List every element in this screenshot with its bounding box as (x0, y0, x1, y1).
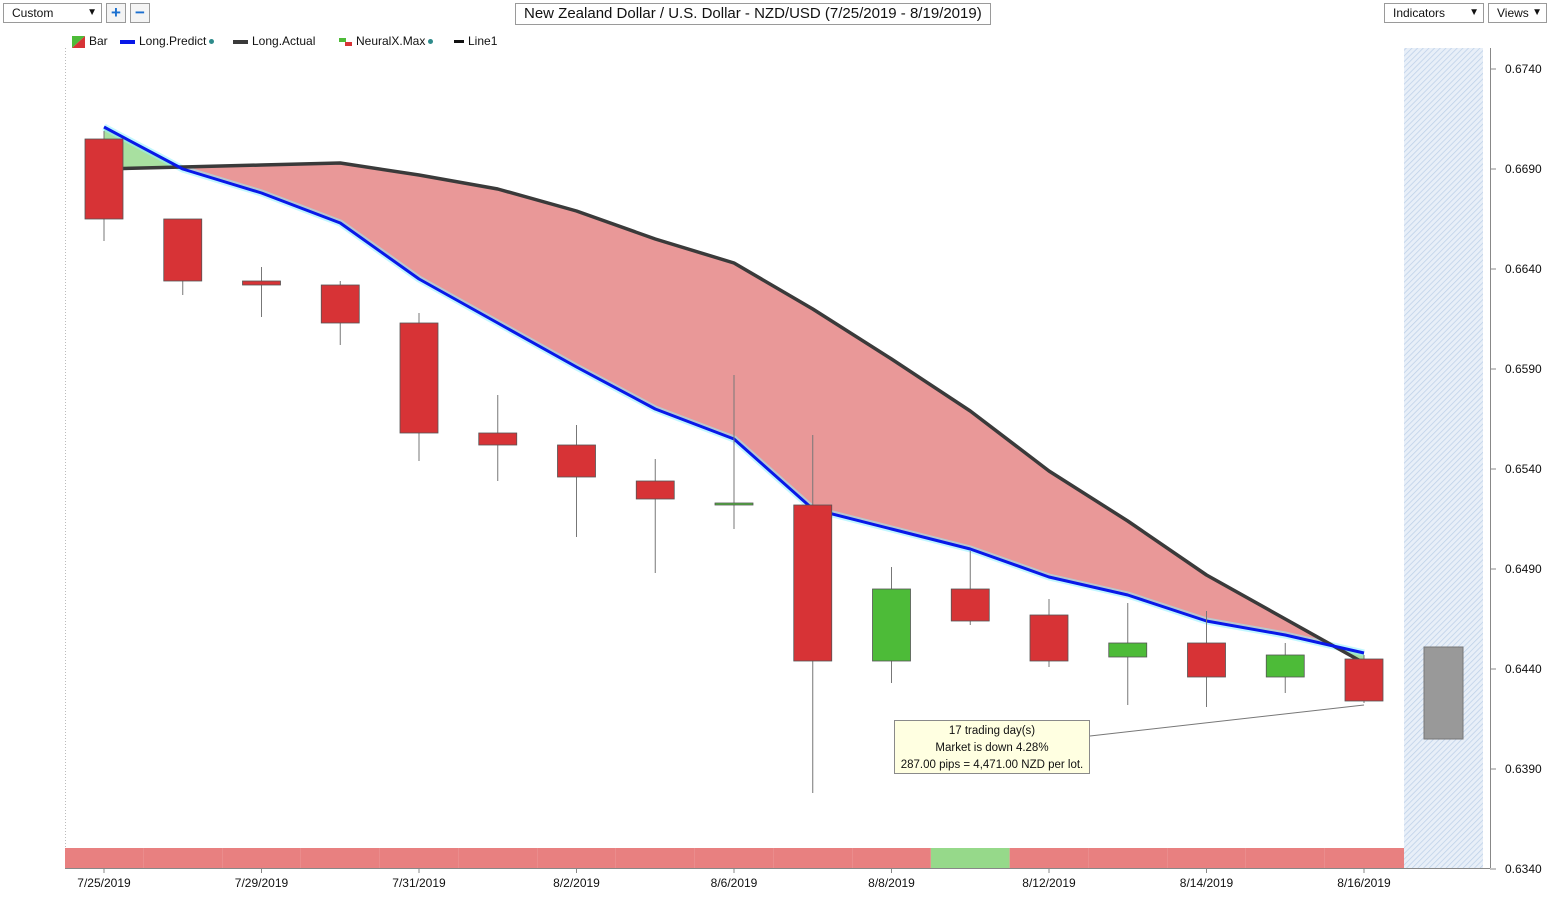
legend-label: Line1 (468, 34, 498, 48)
long-actual-line (103, 161, 1365, 665)
candle-body (1344, 658, 1384, 702)
y-tick-label: 0.6640 (1505, 262, 1542, 276)
legend-label: NeuralX.Max (356, 34, 426, 48)
x-tick-label: 7/25/2019 (77, 876, 131, 890)
x-tick-label: 8/16/2019 (1337, 876, 1391, 890)
x-tick-label: 8/6/2019 (711, 876, 758, 890)
chevron-down-icon: ▼ (87, 7, 97, 18)
mode-select-value: Custom (12, 6, 54, 20)
regime-segment (143, 848, 223, 868)
regime-segment (65, 848, 144, 868)
legend-item-line1[interactable]: Line1 (454, 33, 497, 49)
legend-item-bar[interactable]: Bar (72, 33, 108, 49)
candle-body (1187, 642, 1226, 678)
zoom-out-button[interactable]: − (130, 3, 150, 23)
future-zone (1404, 48, 1483, 868)
chart-title: New Zealand Dollar / U.S. Dollar - NZD/U… (515, 3, 991, 25)
neuralx-icon (339, 37, 352, 46)
dark-line-icon (233, 39, 248, 44)
candle-body (478, 432, 518, 446)
regime-segment (458, 848, 538, 868)
regime-segment (615, 848, 695, 868)
regime-segment (694, 848, 774, 868)
regime-segment (1167, 848, 1246, 868)
y-tick-label: 0.6440 (1505, 662, 1542, 676)
legend-label: Long.Predict (139, 34, 207, 48)
mode-select[interactable]: Custom ▼ (3, 3, 102, 23)
forecast-candle (1423, 646, 1464, 740)
legend-item-neuralx-max[interactable]: NeuralX.Max (339, 33, 434, 49)
regime-segment (1009, 848, 1089, 868)
candle-body (1029, 614, 1069, 662)
regime-segment (379, 848, 459, 868)
candle-body (872, 588, 911, 662)
x-tick-label: 7/29/2019 (235, 876, 289, 890)
candle-body (635, 480, 675, 500)
black-line-icon (454, 40, 464, 44)
y-tick-label: 0.6390 (1505, 762, 1542, 776)
regime-segment (852, 848, 931, 868)
annotation-line: 17 trading day(s) (948, 725, 1036, 737)
chevron-down-icon: ▼ (1532, 7, 1542, 18)
annotation-connector (1089, 704, 1365, 737)
regime-segment (222, 848, 301, 868)
candle-body (320, 284, 360, 324)
blue-line-icon (120, 39, 135, 44)
regime-segment (1088, 848, 1168, 868)
candle-body (557, 444, 596, 478)
regime-segment (300, 848, 380, 868)
candle-body (714, 502, 754, 506)
minus-icon: − (135, 3, 145, 22)
views-label: Views (1497, 6, 1529, 20)
candle-body (84, 138, 124, 220)
x-tick-label: 8/12/2019 (1022, 876, 1076, 890)
y-tick-label: 0.6590 (1505, 362, 1542, 376)
bear-fill-area (179, 163, 1334, 647)
bar-icon (72, 35, 85, 48)
y-tick-label: 0.6340 (1505, 862, 1542, 876)
chart-toolbar: Custom ▼ + − New Zealand Dollar / U.S. D… (0, 0, 1550, 28)
x-tick-label: 8/14/2019 (1180, 876, 1234, 890)
candle-body (793, 504, 833, 662)
regime-segment (1324, 848, 1404, 868)
zoom-in-button[interactable]: + (106, 3, 126, 23)
legend-item-long-predict[interactable]: Long.Predict (120, 33, 215, 49)
performance-annotation: 17 trading day(s) Market is down 4.28% 2… (894, 720, 1090, 774)
candle-body (950, 588, 990, 622)
candle-body (1265, 654, 1305, 678)
regime-segment (773, 848, 853, 868)
candle-body (242, 280, 281, 286)
annotation-line: 287.00 pips = 4,471.00 NZD per lot. (900, 759, 1084, 771)
legend-label: Long.Actual (252, 34, 316, 48)
x-tick-label: 7/31/2019 (392, 876, 446, 890)
candle-body (163, 218, 203, 282)
x-tick-label: 8/2/2019 (553, 876, 600, 890)
plus-icon: + (111, 3, 121, 22)
y-tick-label: 0.6740 (1505, 62, 1542, 76)
y-tick-label: 0.6490 (1505, 562, 1542, 576)
candle-body (399, 322, 439, 434)
views-dropdown[interactable]: Views ▼ (1488, 3, 1547, 23)
legend-label: Bar (89, 34, 108, 48)
regime-segment (537, 848, 616, 868)
indicators-dropdown[interactable]: Indicators ▼ (1384, 3, 1484, 23)
settings-dot-icon[interactable] (209, 39, 215, 45)
chevron-down-icon: ▼ (1469, 7, 1479, 18)
y-tick-label: 0.6540 (1505, 462, 1542, 476)
regime-segment (930, 848, 1010, 868)
candle-body (1108, 642, 1148, 658)
annotation-line: Market is down 4.28% (935, 742, 1049, 754)
legend-item-long-actual[interactable]: Long.Actual (233, 33, 315, 49)
y-tick-label: 0.6690 (1505, 162, 1542, 176)
settings-dot-icon[interactable] (428, 39, 434, 45)
x-tick-label: 8/8/2019 (868, 876, 915, 890)
regime-segment (1245, 848, 1325, 868)
indicators-label: Indicators (1393, 6, 1446, 20)
